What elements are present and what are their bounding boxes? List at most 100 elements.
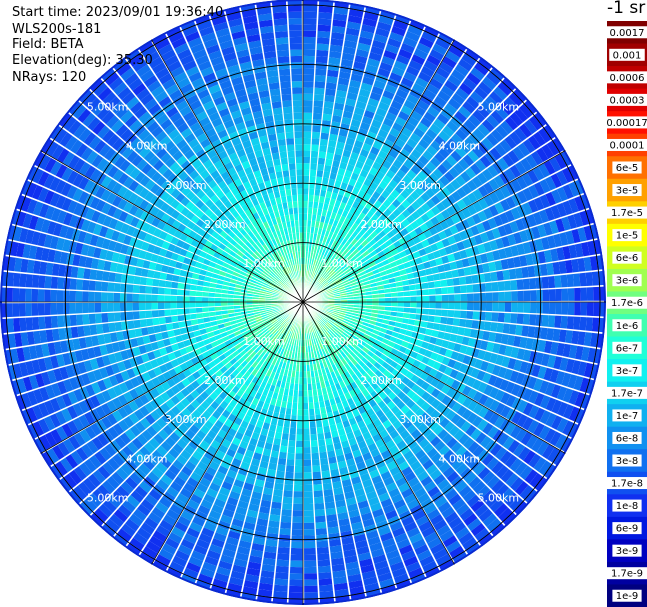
range-gate [361, 570, 377, 580]
range-gate [99, 447, 112, 461]
range-gate [476, 172, 488, 185]
range-gate [231, 369, 240, 378]
range-gate [410, 164, 421, 175]
range-gate [272, 344, 278, 352]
range-gate [226, 469, 238, 479]
ray-separator [302, 301, 351, 602]
range-gate [246, 567, 261, 577]
range-gate [495, 354, 505, 366]
range-gate [300, 339, 303, 347]
range-gate [56, 303, 64, 315]
range-gate [231, 518, 245, 528]
range-gate [312, 344, 317, 352]
range-gate [280, 521, 292, 529]
range-gate [376, 261, 384, 269]
range-gate [291, 325, 296, 333]
range-gate [321, 209, 328, 217]
range-gate [293, 484, 303, 492]
range-gate [311, 376, 316, 384]
range-gate [231, 377, 240, 386]
range-gate [335, 90, 347, 99]
range-gate [482, 207, 493, 220]
range-gate [390, 25, 406, 37]
range-gate [368, 167, 379, 176]
range-gate [527, 325, 536, 338]
range-gate [177, 341, 186, 350]
range-gate [306, 226, 311, 233]
range-gate [103, 333, 112, 344]
range-gate [339, 434, 348, 443]
range-gate [252, 411, 261, 420]
range-gate [80, 219, 91, 232]
range-gate [366, 385, 375, 394]
range-gate [303, 459, 312, 467]
range-gate [360, 273, 368, 280]
range-gate [38, 402, 50, 418]
range-gate [135, 355, 144, 366]
range-gate [441, 356, 451, 366]
range-gate [284, 322, 290, 329]
range-gate [219, 327, 227, 334]
range-gate [265, 307, 273, 310]
range-gate [139, 319, 148, 328]
range-gate [521, 266, 529, 278]
range-gate [320, 215, 326, 223]
range-gate [56, 354, 66, 368]
ray-separator [302, 98, 529, 303]
range-gate [61, 393, 73, 408]
range-gate [251, 491, 263, 500]
range-gate [422, 308, 430, 315]
range-gate [303, 453, 312, 460]
range-gate [355, 539, 369, 549]
ray-separator [302, 301, 507, 528]
range-gate [463, 327, 472, 337]
range-gate [441, 483, 454, 496]
range-gate [387, 352, 396, 361]
range-gate [350, 330, 358, 337]
range-gate [303, 516, 315, 523]
range-gate [239, 367, 248, 376]
range-gate [132, 293, 140, 302]
range-gate [331, 313, 339, 318]
range-gate [266, 290, 273, 294]
range-gate [303, 257, 306, 265]
range-gate [241, 267, 249, 274]
range-gate [263, 487, 274, 496]
range-gate [221, 306, 228, 311]
ray-separator [137, 301, 304, 557]
range-gate [392, 386, 402, 396]
range-gate [244, 429, 254, 438]
range-gate [340, 155, 350, 164]
range-gate [72, 403, 84, 417]
range-gate [532, 211, 543, 225]
range-gate [13, 318, 21, 333]
range-gate [369, 542, 383, 552]
range-gate [335, 141, 345, 150]
range-gate [333, 487, 344, 496]
range-gate [230, 275, 239, 281]
range-gate [22, 244, 32, 259]
range-gate [407, 278, 416, 285]
range-gate [334, 354, 341, 362]
range-gate [498, 302, 505, 312]
range-gate [507, 149, 520, 164]
range-gate [369, 278, 377, 284]
range-gate [395, 455, 407, 466]
range-gate [365, 330, 373, 337]
range-gate [20, 258, 29, 273]
range-gate [344, 425, 353, 434]
range-gate [451, 458, 464, 471]
range-gate [464, 166, 477, 179]
range-gate [128, 329, 137, 339]
range-gate [488, 331, 497, 342]
range-gate [378, 365, 387, 374]
range-gate [63, 302, 70, 315]
range-gate [437, 90, 451, 103]
range-gate [110, 230, 121, 242]
range-gate [363, 284, 371, 289]
range-gate [371, 548, 385, 558]
range-gate [450, 441, 463, 454]
range-gate [70, 139, 83, 155]
range-gate [127, 275, 135, 285]
range-gate [67, 405, 79, 420]
